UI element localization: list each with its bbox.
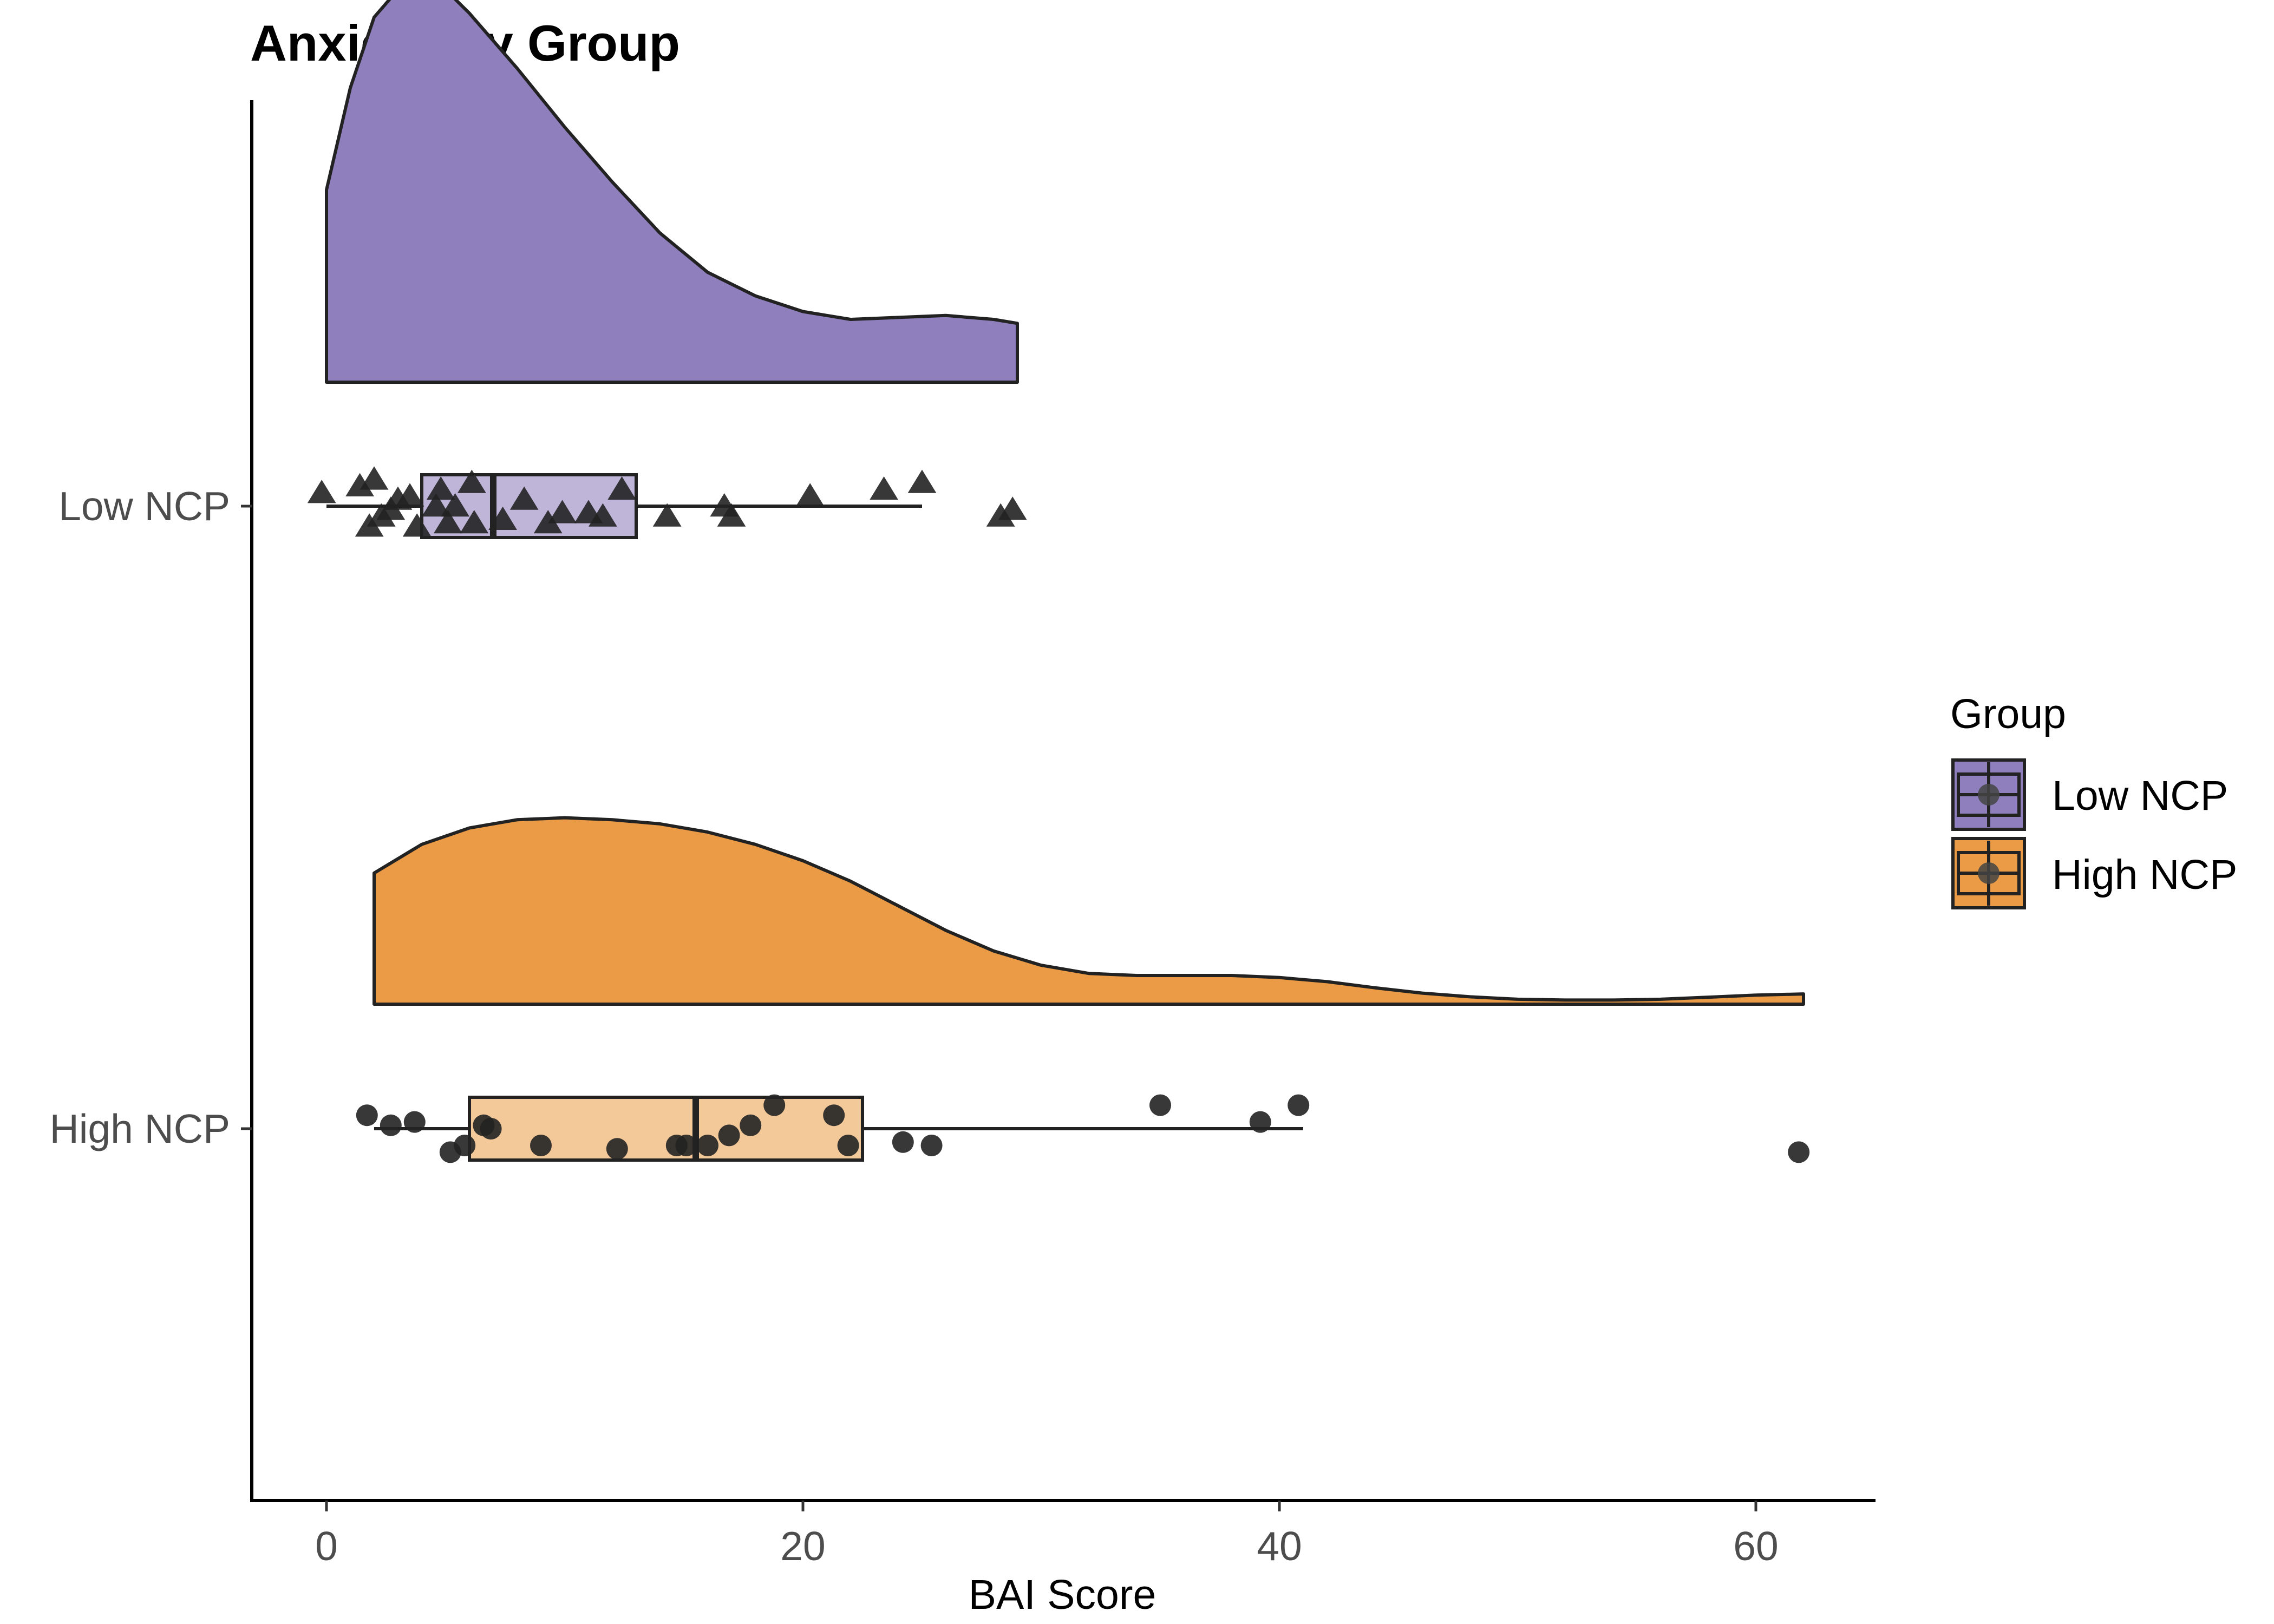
point-high-ncp-14 [763,1094,786,1116]
point-high-ncp-22 [1788,1141,1810,1163]
point-low-ncp-28 [986,503,1015,527]
plot-area [307,0,1810,1163]
x-tick-label-40: 40 [1257,1523,1302,1569]
point-low-ncp-1 [345,473,374,496]
legend-key-low-ncp [1951,758,2026,831]
point-high-ncp-19 [1149,1094,1171,1116]
point-low-ncp-3 [360,466,389,490]
density-high-ncp [373,816,1805,1006]
point-low-ncp-10 [426,476,455,500]
point-low-ncp-13 [458,469,486,493]
point-high-ncp-16 [837,1135,859,1156]
y-tick-label-high-ncp: High NCP [50,1106,230,1151]
point-low-ncp-25 [795,483,825,507]
legend-label-high-ncp: High NCP [2052,852,2237,898]
y-tick-label-low-ncp: Low NCP [58,483,230,529]
point-low-ncp-20 [589,503,617,527]
x-axis-ticks: 0 20 40 60 [315,1501,1779,1569]
density-low-ncp [325,0,1019,384]
point-high-ncp-20 [1249,1111,1271,1133]
point-low-ncp-9 [422,493,450,517]
point-high-ncp-17 [892,1131,914,1153]
legend-key-point-high-ncp [1978,862,1999,884]
legend-label-low-ncp: Low NCP [2052,772,2228,819]
point-high-ncp-4 [454,1135,476,1156]
x-tick-label-60: 60 [1733,1523,1778,1569]
point-high-ncp-0 [356,1104,378,1127]
point-high-ncp-7 [530,1135,552,1156]
x-tick-label-20: 20 [780,1523,825,1569]
point-low-ncp-7 [395,483,424,507]
group-high-ncp [356,816,1810,1163]
point-low-ncp-21 [607,476,636,500]
legend-title: Group [1950,691,2066,737]
point-high-ncp-8 [606,1138,628,1160]
legend-keys [1951,758,2026,909]
point-high-ncp-6 [480,1118,502,1140]
point-high-ncp-10 [675,1135,697,1156]
legend-key-high-ncp [1951,837,2026,909]
point-high-ncp-2 [403,1111,426,1133]
point-low-ncp-18 [548,500,577,523]
point-low-ncp-11 [434,510,462,534]
point-high-ncp-15 [823,1104,845,1127]
point-low-ncp-8 [402,513,432,537]
point-low-ncp-17 [533,510,563,534]
point-low-ncp-12 [441,493,469,517]
group-low-ncp [307,0,1027,539]
point-low-ncp-29 [998,496,1027,520]
point-low-ncp-15 [488,506,517,530]
y-axis-ticks: Low NCP High NCP [50,483,252,1151]
legend-key-point-low-ncp [1978,784,1999,806]
point-high-ncp-18 [920,1135,943,1156]
point-high-ncp-11 [697,1135,718,1156]
point-low-ncp-26 [870,476,898,500]
point-low-ncp-16 [509,486,539,510]
x-tick-label-0: 0 [315,1523,338,1569]
point-low-ncp-24 [717,503,746,527]
legend: Group Low NCP High NCP [1950,691,2237,909]
point-high-ncp-13 [740,1114,762,1136]
box-high-ncp [468,1096,864,1162]
point-high-ncp-1 [380,1114,402,1136]
point-high-ncp-21 [1288,1094,1310,1116]
point-high-ncp-12 [718,1124,740,1147]
x-axis-title: BAI Score [969,1571,1156,1618]
point-low-ncp-14 [460,510,489,534]
point-low-ncp-22 [652,503,682,527]
point-low-ncp-0 [307,480,336,503]
point-low-ncp-27 [907,469,937,493]
